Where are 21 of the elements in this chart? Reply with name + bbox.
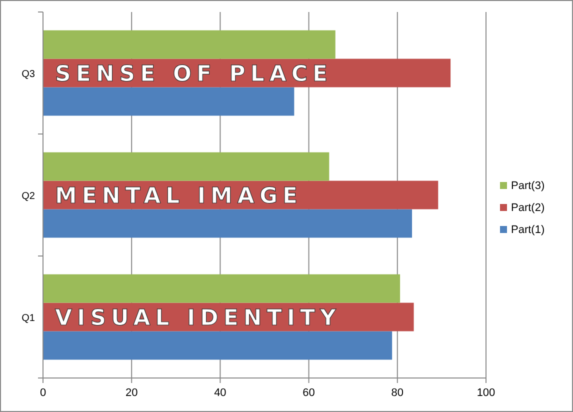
bar (43, 209, 412, 238)
bar (43, 30, 336, 59)
x-tick-label: 40 (214, 387, 226, 399)
annotation: SENSE OF PLACE (55, 62, 333, 87)
annotation: VISUAL IDENTITY (55, 306, 341, 331)
bar (43, 331, 392, 360)
bar (43, 152, 330, 181)
x-tick-label: 0 (40, 387, 46, 399)
x-tick-label: 80 (391, 387, 404, 399)
bar (43, 274, 400, 303)
y-tick-label: Q1 (22, 313, 36, 324)
x-tick-label: 60 (302, 387, 315, 399)
legend-label: Part(3) (511, 180, 545, 192)
y-tick-label: Q2 (22, 191, 36, 202)
legend-label: Part(2) (511, 202, 545, 214)
y-tick-label: Q3 (22, 69, 36, 80)
x-tick-label: 20 (125, 387, 138, 399)
annotation: MENTAL IMAGE (55, 184, 303, 209)
x-tick-label: 100 (476, 387, 496, 399)
legend-label: Part(1) (511, 224, 545, 236)
bar (43, 87, 294, 116)
